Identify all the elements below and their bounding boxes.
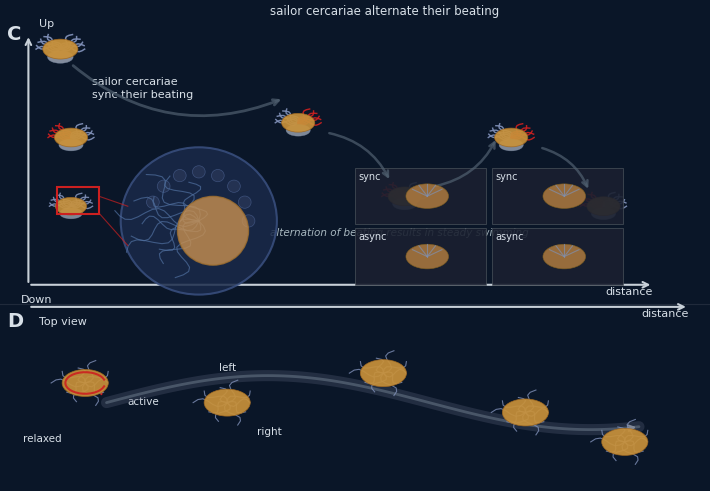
- Ellipse shape: [543, 245, 586, 269]
- Text: active: active: [128, 397, 160, 407]
- Text: right: right: [258, 427, 282, 436]
- Ellipse shape: [48, 51, 73, 63]
- Text: Top view: Top view: [39, 317, 87, 327]
- Ellipse shape: [121, 147, 277, 295]
- Ellipse shape: [242, 215, 255, 227]
- Ellipse shape: [204, 389, 251, 416]
- Ellipse shape: [361, 359, 406, 387]
- Text: Up: Up: [39, 20, 54, 29]
- Text: sync: sync: [359, 172, 381, 182]
- Bar: [355, 168, 486, 224]
- Ellipse shape: [388, 187, 421, 206]
- Ellipse shape: [55, 197, 87, 215]
- Ellipse shape: [62, 370, 109, 397]
- Text: left: left: [219, 363, 236, 373]
- Ellipse shape: [227, 180, 240, 192]
- Ellipse shape: [543, 184, 586, 208]
- Text: sync: sync: [496, 172, 518, 182]
- Bar: [355, 228, 486, 285]
- Bar: [492, 168, 623, 224]
- Ellipse shape: [239, 196, 251, 208]
- Text: async: async: [496, 232, 524, 242]
- Text: Down: Down: [21, 295, 53, 304]
- Text: relaxed: relaxed: [23, 434, 62, 444]
- Ellipse shape: [43, 39, 78, 59]
- FancyArrowPatch shape: [436, 142, 494, 186]
- Text: sailor cercariae alternate their beating: sailor cercariae alternate their beating: [270, 5, 499, 18]
- Ellipse shape: [173, 169, 186, 182]
- Ellipse shape: [591, 208, 616, 219]
- Ellipse shape: [393, 198, 417, 210]
- Ellipse shape: [495, 128, 528, 147]
- Ellipse shape: [178, 196, 248, 265]
- Ellipse shape: [59, 139, 83, 151]
- Ellipse shape: [282, 113, 315, 132]
- Text: C: C: [7, 25, 21, 44]
- Text: alternation of beating results in steady swimming: alternation of beating results in steady…: [270, 228, 528, 238]
- Ellipse shape: [212, 169, 224, 182]
- Text: sailor cercariae
sync their beating: sailor cercariae sync their beating: [92, 77, 194, 100]
- Ellipse shape: [55, 128, 87, 147]
- Ellipse shape: [406, 184, 449, 208]
- Ellipse shape: [587, 197, 620, 216]
- Ellipse shape: [146, 196, 159, 208]
- Ellipse shape: [158, 180, 170, 192]
- Ellipse shape: [601, 428, 648, 456]
- Text: distance: distance: [641, 309, 689, 319]
- Ellipse shape: [60, 208, 82, 219]
- Ellipse shape: [192, 166, 205, 178]
- Ellipse shape: [499, 139, 523, 151]
- FancyArrowPatch shape: [329, 133, 388, 177]
- FancyArrowPatch shape: [73, 66, 278, 116]
- Bar: [57, 187, 99, 214]
- Ellipse shape: [406, 245, 449, 269]
- Ellipse shape: [503, 399, 549, 426]
- Text: D: D: [7, 312, 23, 331]
- Bar: [492, 228, 623, 285]
- Text: distance: distance: [606, 287, 653, 297]
- FancyArrowPatch shape: [542, 148, 587, 187]
- Ellipse shape: [286, 124, 310, 136]
- Text: async: async: [359, 232, 387, 242]
